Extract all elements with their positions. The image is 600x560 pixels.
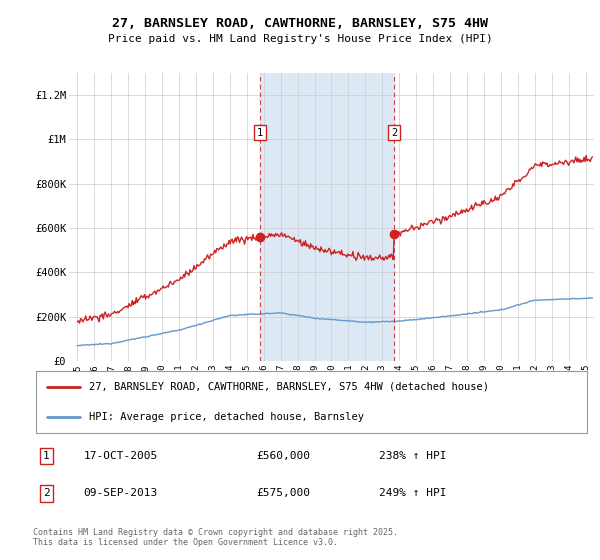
- Text: 1: 1: [257, 128, 263, 138]
- Text: 2: 2: [391, 128, 397, 138]
- Text: £560,000: £560,000: [256, 451, 310, 461]
- Text: Contains HM Land Registry data © Crown copyright and database right 2025.
This d: Contains HM Land Registry data © Crown c…: [33, 528, 398, 547]
- Text: 1: 1: [43, 451, 50, 461]
- Text: 249% ↑ HPI: 249% ↑ HPI: [379, 488, 446, 498]
- Text: 27, BARNSLEY ROAD, CAWTHORNE, BARNSLEY, S75 4HW: 27, BARNSLEY ROAD, CAWTHORNE, BARNSLEY, …: [112, 17, 488, 30]
- Text: HPI: Average price, detached house, Barnsley: HPI: Average price, detached house, Barn…: [89, 412, 364, 422]
- Text: £575,000: £575,000: [256, 488, 310, 498]
- Bar: [260, 73, 394, 361]
- Text: 2: 2: [43, 488, 50, 498]
- Text: 238% ↑ HPI: 238% ↑ HPI: [379, 451, 446, 461]
- Text: 17-OCT-2005: 17-OCT-2005: [83, 451, 157, 461]
- FancyBboxPatch shape: [36, 371, 587, 433]
- Text: 27, BARNSLEY ROAD, CAWTHORNE, BARNSLEY, S75 4HW (detached house): 27, BARNSLEY ROAD, CAWTHORNE, BARNSLEY, …: [89, 382, 489, 392]
- Text: 09-SEP-2013: 09-SEP-2013: [83, 488, 157, 498]
- Text: Price paid vs. HM Land Registry's House Price Index (HPI): Price paid vs. HM Land Registry's House …: [107, 34, 493, 44]
